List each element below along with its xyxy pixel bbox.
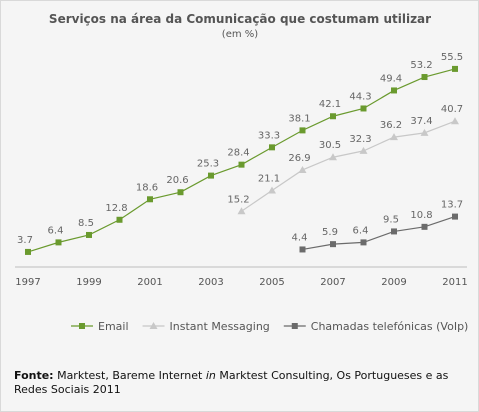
data-label: 10.8 (410, 210, 432, 221)
x-tick-label: 2001 (137, 277, 162, 288)
series-line (302, 216, 456, 251)
data-label: 5.9 (322, 227, 338, 238)
data-label: 37.4 (410, 116, 432, 127)
chart-series: 3.7 6.4 8.5 12.8 18.6 20.6 25.3 28.4 33.3 38.1 42.… (17, 52, 463, 255)
data-label: 33.3 (258, 130, 280, 141)
source-label: Fonte: (14, 369, 54, 382)
data-point (391, 87, 397, 94)
data-label: 15.2 (227, 194, 249, 205)
data-label: 53.2 (410, 60, 432, 71)
data-label: 42.1 (319, 99, 341, 110)
data-point (330, 113, 336, 120)
data-point (360, 105, 367, 112)
legend-swatch-marker (149, 322, 158, 329)
data-label: 8.5 (78, 218, 94, 229)
series-0: 3.7 6.4 8.5 12.8 18.6 20.6 25.3 28.4 33.3 38.1 42.… (17, 52, 463, 255)
x-tick-label: 2007 (320, 277, 345, 288)
data-label: 21.1 (258, 173, 280, 184)
series-line (241, 120, 456, 212)
data-point (268, 186, 276, 194)
data-label: 12.8 (105, 203, 127, 214)
chart-legend: Email Instant Messaging Chamadas telefónic… (71, 320, 468, 333)
data-label: 9.5 (383, 214, 399, 225)
legend-item-2: Chamadas telefónicas (VoIp) (283, 320, 469, 333)
x-tick-label: 1999 (76, 277, 101, 288)
data-point (86, 231, 92, 238)
data-point (421, 223, 428, 230)
data-label: 6.4 (353, 225, 369, 236)
data-point (359, 146, 368, 154)
data-point (55, 239, 62, 246)
x-tick-label: 2005 (259, 277, 284, 288)
data-label: 20.6 (166, 175, 188, 186)
chart-title: Serviços na área da Comunicação que cost… (49, 12, 431, 26)
x-tick-label: 2011 (442, 277, 467, 288)
data-label: 38.1 (288, 113, 310, 124)
data-point (208, 172, 214, 179)
data-label: 18.6 (136, 182, 158, 193)
data-point (269, 144, 275, 151)
data-label: 6.4 (48, 225, 64, 236)
data-point (238, 161, 245, 168)
data-label: 55.5 (441, 52, 463, 63)
data-point (298, 165, 307, 173)
data-point (330, 241, 336, 248)
data-label: 25.3 (197, 159, 219, 170)
data-point (116, 216, 123, 223)
data-point (147, 196, 153, 203)
data-point (452, 213, 458, 220)
source-text-1: Marktest, Bareme Internet (53, 369, 206, 382)
legend-label: Instant Messaging (170, 320, 270, 333)
x-tick-label: 2003 (198, 277, 223, 288)
legend-label: Email (98, 320, 129, 333)
data-point (177, 189, 184, 196)
data-point (299, 246, 306, 253)
data-label: 36.2 (380, 120, 402, 131)
data-point (452, 65, 458, 72)
data-point (451, 117, 459, 125)
x-tick-label: 2009 (381, 277, 406, 288)
series-2: 4.4 5.9 6.4 9.5 10.8 13.7 (292, 200, 463, 253)
legend-label: Chamadas telefónicas (VoIp) (311, 320, 469, 333)
source-text-2: Marktest Consulting, Os Portugueses e as… (14, 369, 449, 396)
series-1: 15.2 21.1 26.9 30.5 32.3 36.2 37.4 40.7 (227, 104, 463, 215)
data-label: 30.5 (319, 140, 341, 151)
data-point (391, 228, 397, 235)
data-label: 3.7 (17, 235, 33, 246)
legend-item-0: Email (71, 320, 129, 333)
data-point (390, 133, 398, 141)
data-point (421, 74, 428, 81)
data-label: 49.4 (380, 73, 402, 84)
data-point (25, 248, 31, 255)
data-point (420, 128, 429, 136)
data-label: 4.4 (292, 232, 308, 243)
legend-swatch-marker (291, 323, 298, 329)
data-label: 32.3 (349, 134, 371, 145)
data-label: 26.9 (288, 153, 310, 164)
data-point (329, 153, 337, 161)
data-point (237, 207, 246, 215)
legend-item-1: Instant Messaging (142, 320, 270, 333)
line-chart: Serviços na área da Comunicação que cost… (15, 12, 468, 333)
data-label: 40.7 (441, 104, 463, 115)
data-label: 28.4 (227, 148, 249, 159)
chart-subtitle: (em %) (222, 29, 258, 40)
data-label: 13.7 (441, 200, 463, 211)
data-label: 44.3 (349, 91, 371, 102)
source-note: Fonte: Marktest, Bareme Internet in Mark… (14, 369, 469, 397)
data-point (360, 239, 367, 246)
x-tick-label: 1997 (15, 277, 40, 288)
data-point (299, 127, 306, 134)
legend-swatch-marker (79, 323, 85, 329)
source-text-in: in (205, 369, 216, 382)
chart-axes: 1997 1999 2001 2003 2005 2007 2009 2011 (15, 266, 468, 288)
